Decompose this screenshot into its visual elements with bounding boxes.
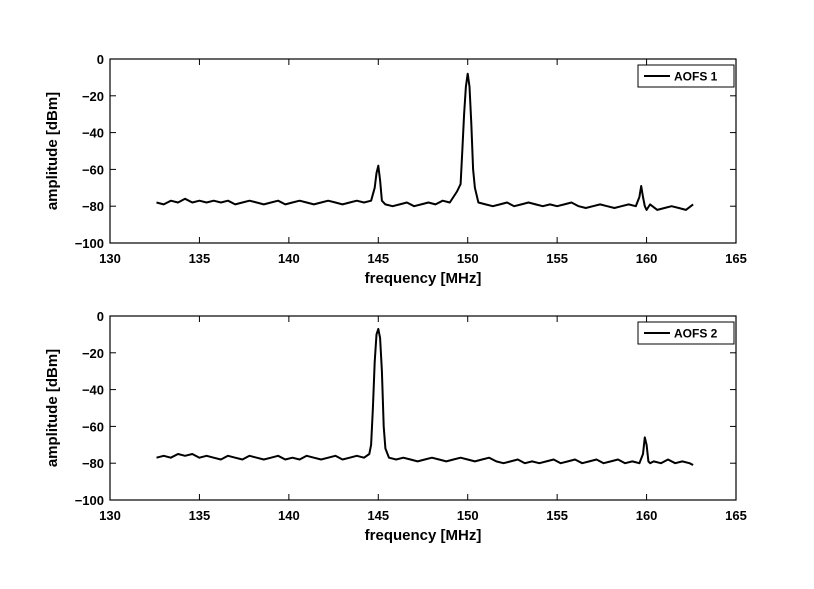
x-tick-label: 165 bbox=[725, 508, 747, 523]
x-axis-label: frequency [MHz] bbox=[365, 270, 482, 287]
x-axis-label: frequency [MHz] bbox=[365, 527, 482, 544]
x-tick-label: 155 bbox=[546, 508, 568, 523]
x-tick-label: 150 bbox=[457, 251, 479, 266]
y-tick-label: 0 bbox=[97, 52, 104, 67]
legend-label: AOFS 1 bbox=[674, 70, 718, 84]
plot-frame bbox=[109, 58, 737, 244]
y-tick-label: 0 bbox=[97, 309, 104, 324]
y-tick-label: −20 bbox=[82, 346, 104, 361]
legend-label: AOFS 2 bbox=[674, 327, 718, 341]
y-tick-label: −20 bbox=[82, 89, 104, 104]
x-tick-label: 145 bbox=[367, 251, 389, 266]
legend: AOFS 2 bbox=[637, 321, 735, 345]
y-tick-label: −100 bbox=[75, 493, 104, 508]
x-tick-label: 135 bbox=[189, 251, 211, 266]
y-tick-label: −80 bbox=[82, 199, 104, 214]
series-line-aofs-2 bbox=[156, 327, 694, 466]
x-tick-label: 145 bbox=[367, 508, 389, 523]
x-tick-label: 160 bbox=[636, 508, 658, 523]
x-tick-label: 140 bbox=[278, 251, 300, 266]
y-tick-label: −80 bbox=[82, 456, 104, 471]
chart-aofs-2: 130 135 140 145 150 155 160 165 0 −20 −40 −60 −80 −10… bbox=[44, 309, 747, 544]
plot-frame bbox=[109, 315, 737, 501]
legend: AOFS 1 bbox=[637, 64, 735, 88]
x-tick-label: 135 bbox=[189, 508, 211, 523]
legend-box bbox=[637, 321, 735, 345]
series-line-aofs-1 bbox=[156, 72, 694, 211]
y-tick-label: −40 bbox=[82, 383, 104, 398]
x-tick-label: 160 bbox=[636, 251, 658, 266]
chart-aofs-1: 130 135 140 145 150 155 160 165 0 −20 −40 −60 −80 −10… bbox=[44, 52, 747, 287]
x-tick-label: 130 bbox=[99, 251, 121, 266]
x-tick-label: 130 bbox=[99, 508, 121, 523]
x-tick-label: 165 bbox=[725, 251, 747, 266]
legend-box bbox=[637, 64, 735, 88]
x-tick-label: 150 bbox=[457, 508, 479, 523]
y-tick-label: −60 bbox=[82, 162, 104, 177]
y-tick-label: −100 bbox=[75, 236, 104, 251]
x-tick-label: 155 bbox=[546, 251, 568, 266]
y-tick-label: −60 bbox=[82, 419, 104, 434]
y-tick-label: −40 bbox=[82, 126, 104, 141]
x-tick-label: 140 bbox=[278, 508, 300, 523]
y-axis-label: amplitude [dBm] bbox=[44, 349, 61, 467]
y-axis-label: amplitude [dBm] bbox=[44, 92, 61, 210]
